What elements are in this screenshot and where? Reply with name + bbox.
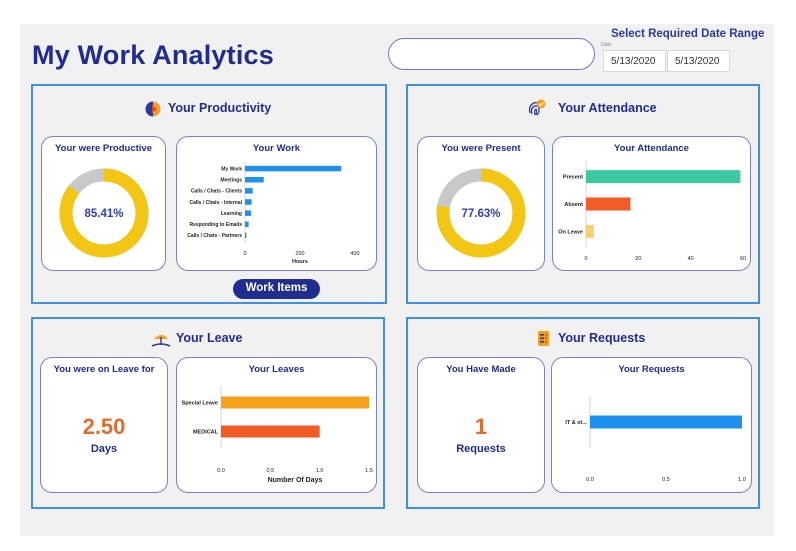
requests-chart: IT & ot... 0.0 0.5 1.0 xyxy=(565,396,746,483)
present-gauge-title: You were Present xyxy=(441,143,521,154)
productivity-title: Your Productivity xyxy=(168,101,272,115)
category-label: IT & ot... xyxy=(565,420,587,426)
category-label: Calls / Chats - Clients xyxy=(191,189,242,195)
category-label: Responding to Emails xyxy=(189,222,242,228)
category-label: Learning xyxy=(221,211,242,217)
x-axis-label: Number Of Days xyxy=(268,477,323,484)
search-input[interactable] xyxy=(388,38,595,70)
x-tick-label: 40 xyxy=(688,256,694,262)
x-tick-label: 0.0 xyxy=(217,468,225,474)
gauge-fill xyxy=(436,168,526,258)
leaves-chart-card: Your Leaves Special Leave MEDICAL 0.0 0.5 1.… xyxy=(176,357,377,493)
productivity-panel: Your Productivity Your were Productive 8… xyxy=(31,84,387,304)
present-gauge: 77.63% xyxy=(436,168,526,258)
productive-gauge-title: Your were Productive xyxy=(55,143,152,154)
requests-icon xyxy=(538,331,549,346)
attendance-chart-title: Your Attendance xyxy=(614,143,689,154)
date-range-title: Select Required Date Range xyxy=(611,28,765,40)
attendance-panel: Your Attendance You were Present 77.63% … xyxy=(406,84,760,304)
productivity-icon xyxy=(145,101,161,117)
productive-gauge: 85.41% xyxy=(59,168,149,258)
category-label: Special Leave xyxy=(182,400,218,406)
bar[interactable] xyxy=(245,176,264,183)
leave-stat-unit: Days xyxy=(90,443,118,455)
requests-stat-title: You Have Made xyxy=(446,364,516,375)
bar[interactable] xyxy=(586,224,594,238)
work-chart: My Work Meetings Calls / Chats - Clients Ca… xyxy=(187,161,360,265)
attendance-title: Your Attendance xyxy=(558,101,657,115)
x-tick-label: 20 xyxy=(635,256,641,262)
gauge-fill xyxy=(59,168,149,258)
requests-chart-card: Your Requests IT & ot... 0.0 0.5 1.0 xyxy=(551,357,752,493)
x-tick-label: 0 xyxy=(584,256,587,262)
leave-title: Your Leave xyxy=(176,331,243,345)
category-label: MEDICAL xyxy=(193,429,219,435)
x-axis-label: Hours xyxy=(292,259,308,265)
leaves-chart: Special Leave MEDICAL 0.0 0.5 1.0 1.5 Number O… xyxy=(182,386,373,484)
leave-stat-card: You were on Leave for 2.50 Days xyxy=(40,357,168,493)
leave-stat-title: You were on Leave for xyxy=(53,364,155,375)
x-tick-label: 200 xyxy=(295,251,304,257)
category-label: Absent xyxy=(564,202,583,208)
x-tick-label: 1.5 xyxy=(365,468,373,474)
date-label: Date xyxy=(601,42,612,48)
fingerprint-icon xyxy=(528,99,546,116)
start-date-input[interactable]: 5/13/2020 xyxy=(603,50,666,72)
work-chart-card: Your Work My Work Meetings Calls / Chats -… xyxy=(176,136,377,271)
work-chart-title: Your Work xyxy=(252,143,301,154)
present-gauge-card: You were Present 77.63% xyxy=(417,136,545,271)
bar[interactable] xyxy=(245,221,249,228)
bar[interactable] xyxy=(245,232,247,239)
category-label: Present xyxy=(563,175,583,181)
category-label: My Work xyxy=(221,166,242,172)
leaves-chart-title: Your Leaves xyxy=(248,364,305,375)
x-tick-label: 1.0 xyxy=(738,477,746,483)
bar[interactable] xyxy=(245,199,252,205)
requests-title: Your Requests xyxy=(558,331,646,345)
x-tick-label: 0.0 xyxy=(586,477,594,483)
beach-icon xyxy=(151,335,171,347)
category-label: Calls / Chats - Partners xyxy=(187,233,242,239)
productive-gauge-card: Your were Productive 85.41% xyxy=(41,136,166,271)
bar[interactable] xyxy=(586,197,631,211)
leave-panel: Your Leave You were on Leave for 2.50 Da… xyxy=(31,317,385,509)
work-items-button[interactable]: Work Items xyxy=(233,279,320,299)
category-label: Meetings xyxy=(220,177,242,183)
requests-chart-title: Your Requests xyxy=(618,364,685,375)
present-gauge-value: 77.63% xyxy=(461,208,500,220)
requests-stat-card: You Have Made 1 Requests xyxy=(417,357,545,493)
x-tick-label: 60 xyxy=(740,256,746,262)
bar[interactable] xyxy=(245,165,342,172)
x-tick-label: 400 xyxy=(350,251,359,257)
x-tick-label: 0.5 xyxy=(662,477,670,483)
bar[interactable] xyxy=(590,415,742,429)
category-label: On Leave xyxy=(558,229,583,235)
attendance-chart: Present Absent On Leave 0 20 40 60 xyxy=(558,161,746,262)
requests-stat-value: 1 xyxy=(474,414,488,439)
x-tick-label: 0 xyxy=(243,251,246,257)
category-label: Calls / Chats - Internal xyxy=(189,200,242,206)
attendance-chart-card: Your Attendance Present Absent On Leave 0 20… xyxy=(552,136,751,271)
leave-stat-value: 2.50 xyxy=(82,414,126,439)
requests-panel: Your Requests You Have Made 1 Requests Y… xyxy=(406,317,760,509)
requests-stat-unit: Requests xyxy=(456,443,506,455)
end-date-input[interactable]: 5/13/2020 xyxy=(667,50,730,72)
bar[interactable] xyxy=(586,170,741,184)
x-tick-label: 0.5 xyxy=(267,468,275,474)
x-tick-label: 1.0 xyxy=(316,468,324,474)
bar[interactable] xyxy=(221,396,369,409)
bar[interactable] xyxy=(245,210,252,216)
page-title: My Work Analytics xyxy=(32,40,274,70)
productive-gauge-value: 85.41% xyxy=(84,208,123,220)
bar[interactable] xyxy=(245,188,253,194)
bar[interactable] xyxy=(221,425,320,438)
